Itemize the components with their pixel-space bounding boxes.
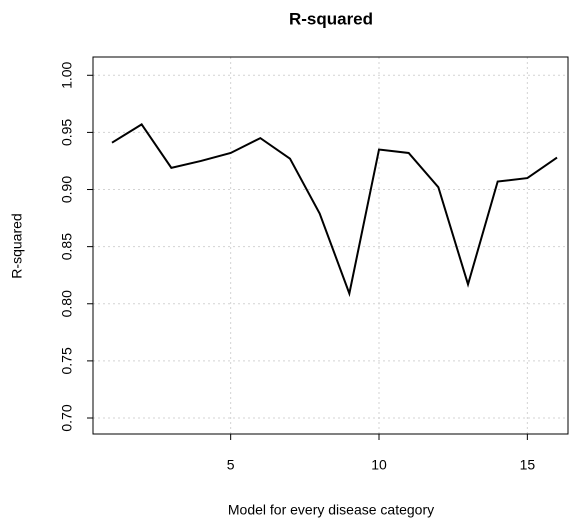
y-tick-label: 0.75 [59,347,75,374]
x-axis-label: Model for every disease category [228,502,434,518]
y-tick-label: 0.70 [59,404,75,431]
y-axis-label: R-squared [9,213,25,278]
x-tick-label: 10 [371,457,387,473]
y-tick-label: 0.90 [59,176,75,203]
x-tick-label: 5 [227,457,235,473]
y-tick-label: 1.00 [59,61,75,88]
y-tick-label: 0.85 [59,233,75,260]
data-line [111,123,558,298]
chart-title: R-squared [289,9,373,28]
y-tick-label: 0.80 [59,290,75,317]
plot-frame [92,56,569,435]
y-tick-label: 0.95 [59,119,75,146]
x-tick-label: 15 [520,457,536,473]
